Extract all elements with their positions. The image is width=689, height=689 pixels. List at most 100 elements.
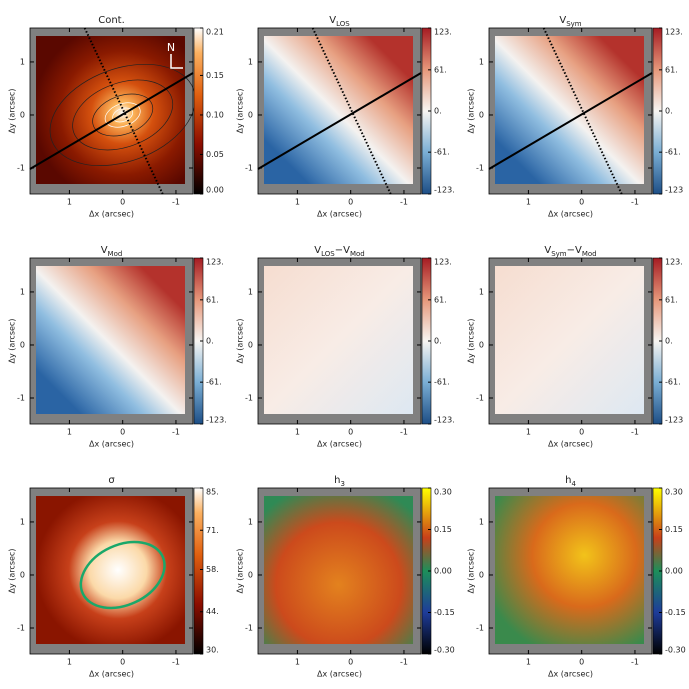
panel: VLOS 1 0 -1 -1 0 1 Δx (arcsec) Δy (arcsec) -123. -… [236, 15, 455, 219]
colorbar-tick-label: 123. [434, 28, 452, 37]
x-axis-label: Δx (arcsec) [548, 440, 593, 449]
colorbar-tick-label: 0.00 [206, 186, 224, 195]
panel-title: σ [108, 475, 115, 486]
y-axis-label: Δy (arcsec) [467, 549, 476, 594]
panel-title: VLOS−VMod [314, 245, 364, 258]
colorbar [193, 27, 204, 195]
major-axis [29, 72, 194, 170]
y-tick-label: 1 [248, 287, 253, 296]
map-image [264, 266, 413, 414]
x-axis-label: Δx (arcsec) [89, 440, 134, 449]
x-tick-label: 0 [579, 198, 584, 207]
colorbar-tick-label: 61. [434, 295, 447, 304]
y-tick-label: 1 [479, 287, 484, 296]
panel-title: VMod [101, 245, 123, 258]
colorbar-tick-label: 0.05 [206, 150, 224, 159]
title-part: Sym [551, 250, 567, 258]
x-tick-label: 0 [579, 658, 584, 667]
y-tick-label: -1 [245, 624, 253, 633]
x-tick-label: 0 [120, 198, 125, 207]
colorbar-tick-label: 0.30 [665, 488, 683, 497]
title-part: 3 [340, 480, 344, 488]
title-part: −V [567, 245, 582, 256]
title-part: h [334, 475, 340, 486]
colorbar-tick-label: -123 [665, 416, 683, 425]
x-tick-label: -1 [400, 428, 408, 437]
y-tick-label: 1 [479, 517, 484, 526]
x-axis-label: Δx (arcsec) [317, 440, 362, 449]
x-axis-label: Δx (arcsec) [317, 210, 362, 219]
x-tick-label: 1 [295, 198, 300, 207]
frame [29, 487, 194, 655]
colorbar-tick-label: 0. [665, 337, 673, 346]
panel-title: h4 [565, 475, 576, 488]
map-image [495, 36, 644, 184]
x-tick-label: -1 [400, 198, 408, 207]
north-label: N [167, 41, 175, 54]
x-tick-label: -1 [400, 658, 408, 667]
x-axis-label: Δx (arcsec) [548, 210, 593, 219]
y-tick-label: 1 [248, 57, 253, 66]
x-tick-label: 0 [579, 428, 584, 437]
x-tick-label: 1 [526, 658, 531, 667]
colorbar-tick-label: 0.15 [206, 71, 224, 80]
y-tick-label: -1 [476, 624, 484, 633]
contour [49, 63, 196, 166]
colorbar-tick-label: 61. [206, 295, 219, 304]
x-tick-label: -1 [631, 428, 639, 437]
colorbar-tick-label: -123. [206, 416, 227, 425]
colorbar-tick-label: -61. [206, 378, 222, 387]
title-part: Mod [108, 250, 123, 258]
frame [257, 487, 422, 655]
panel-title: VSym [559, 15, 581, 28]
x-axis-label: Δx (arcsec) [89, 210, 134, 219]
x-tick-label: -1 [172, 198, 180, 207]
x-tick-label: 0 [348, 658, 353, 667]
colorbar-tick-label: 58. [206, 565, 219, 574]
y-tick-label: 0 [479, 570, 484, 579]
y-tick-label: -1 [17, 164, 25, 173]
colorbar-tick-label: 0.00 [665, 567, 683, 576]
frame [488, 487, 653, 655]
frame [257, 257, 422, 425]
colorbar-tick-label: 0.10 [206, 110, 224, 119]
frame [29, 27, 194, 195]
colorbar-tick-label: -123 [665, 186, 683, 195]
y-tick-label: -1 [17, 394, 25, 403]
frame [488, 257, 653, 425]
y-axis-label: Δy (arcsec) [467, 89, 476, 134]
x-tick-label: -1 [172, 428, 180, 437]
y-axis-label: Δy (arcsec) [8, 89, 17, 134]
minor-axis [83, 27, 164, 195]
north-arrow [170, 54, 183, 69]
y-tick-label: 1 [479, 57, 484, 66]
x-tick-label: 1 [526, 198, 531, 207]
colorbar-tick-label: 0.15 [665, 525, 683, 534]
panel: VSym 1 0 -1 -1 0 1 Δx (arcsec) Δy (arcsec) -123 -6… [467, 15, 684, 219]
colorbar-tick-label: 0. [434, 107, 442, 116]
panel-title: Cont. [98, 15, 125, 26]
x-axis-label: Δx (arcsec) [548, 670, 593, 679]
x-axis-label: Δx (arcsec) [317, 670, 362, 679]
y-tick-label: 1 [20, 517, 25, 526]
title-part: V [101, 245, 108, 256]
colorbar-tick-label: 30. [206, 646, 219, 655]
panel: VSym−VMod 1 0 -1 -1 0 1 Δx (arcsec) Δy (arcsec) -… [467, 245, 684, 449]
y-tick-label: -1 [245, 164, 253, 173]
contour [104, 102, 141, 128]
y-tick-label: 0 [20, 110, 25, 119]
y-axis-label: Δy (arcsec) [8, 549, 17, 594]
x-tick-label: 1 [295, 658, 300, 667]
colorbar-tick-label: -61. [434, 378, 450, 387]
colorbar-tick-label: -0.15 [434, 608, 455, 617]
x-tick-label: -1 [631, 658, 639, 667]
y-tick-label: 1 [20, 57, 25, 66]
frame [257, 27, 422, 195]
map-image [495, 496, 644, 644]
colorbar-tick-label: 44. [206, 607, 219, 616]
map-image [264, 496, 413, 644]
y-tick-label: -1 [476, 394, 484, 403]
colorbar-tick-label: -0.30 [665, 646, 686, 655]
minor-axis [542, 27, 623, 195]
